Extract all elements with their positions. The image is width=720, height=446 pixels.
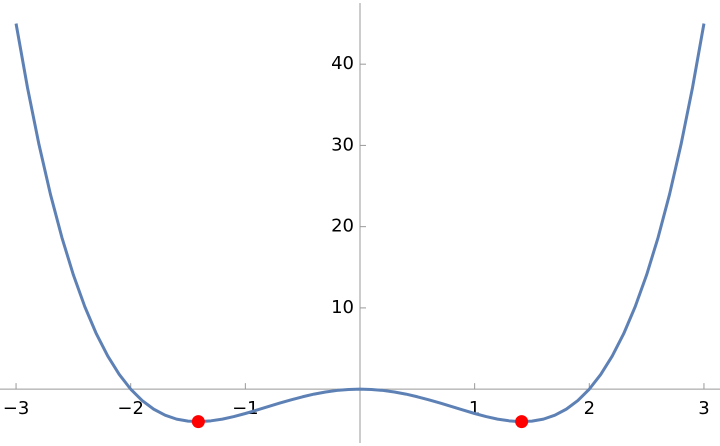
- x-tick-label: 3: [698, 398, 709, 419]
- y-tick-label: 30: [331, 134, 354, 155]
- y-tick-label: 10: [331, 297, 354, 318]
- x-tick-label: 2: [584, 398, 595, 419]
- x-tick-label: −2: [117, 398, 144, 419]
- point: [191, 415, 205, 429]
- x-tick-label: 1: [469, 398, 480, 419]
- point: [515, 415, 529, 429]
- y-tick-label: 40: [331, 53, 354, 74]
- x-tick-label: −3: [3, 398, 30, 419]
- curve: [14, 23, 706, 424]
- y-tick-label: 20: [331, 216, 354, 237]
